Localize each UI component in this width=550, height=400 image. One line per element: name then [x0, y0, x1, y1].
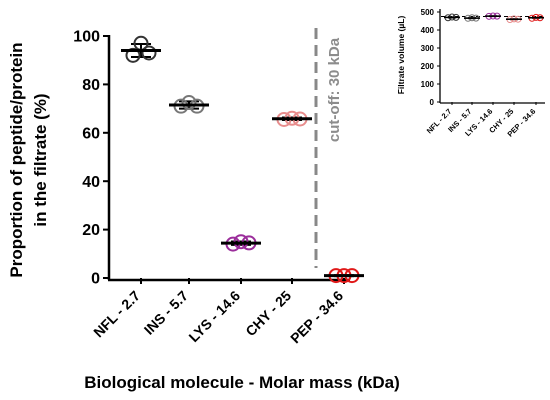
- main-xtick-label: INS - 5.7: [141, 287, 192, 338]
- main-y-axis-label-line1: Proportion of peptide/protein: [7, 42, 26, 277]
- inset-ytick-label: 300: [421, 44, 435, 53]
- main-xtick-label: LYS - 14.6: [185, 287, 243, 345]
- main-chart: Proportion of peptide/protein in the fil…: [7, 28, 400, 392]
- main-data-point: [141, 45, 157, 61]
- main-ytick-label: 60: [82, 125, 100, 142]
- cutoff-label: cut-off: 30 kDa: [326, 37, 343, 142]
- main-ytick-label: 0: [91, 271, 100, 288]
- main-y-axis-label-line2: in the filtrate (%): [31, 93, 50, 226]
- inset-ytick-label: 0: [430, 98, 435, 107]
- main-xtick-label: NFL - 2.7: [90, 287, 143, 340]
- inset-y-axis-label: Filtrate volume (µL): [396, 16, 406, 95]
- main-ytick-label: 100: [73, 29, 100, 46]
- inset-ytick-label: 500: [421, 8, 435, 17]
- main-x-axis-label: Biological molecule - Molar mass (kDa): [84, 373, 400, 392]
- main-xtick-label: PEP - 34.6: [287, 287, 346, 346]
- inset-ytick-label: 100: [421, 80, 435, 89]
- inset-ytick-label: 200: [421, 62, 435, 71]
- main-ytick-label: 40: [82, 174, 100, 191]
- main-data-point: [125, 47, 141, 63]
- inset-ytick-label: 400: [421, 26, 435, 35]
- main-ytick-label: 20: [82, 222, 100, 239]
- main-data-point: [181, 95, 197, 111]
- main-xtick-label: CHY - 25: [242, 287, 294, 339]
- main-ytick-label: 80: [82, 77, 100, 94]
